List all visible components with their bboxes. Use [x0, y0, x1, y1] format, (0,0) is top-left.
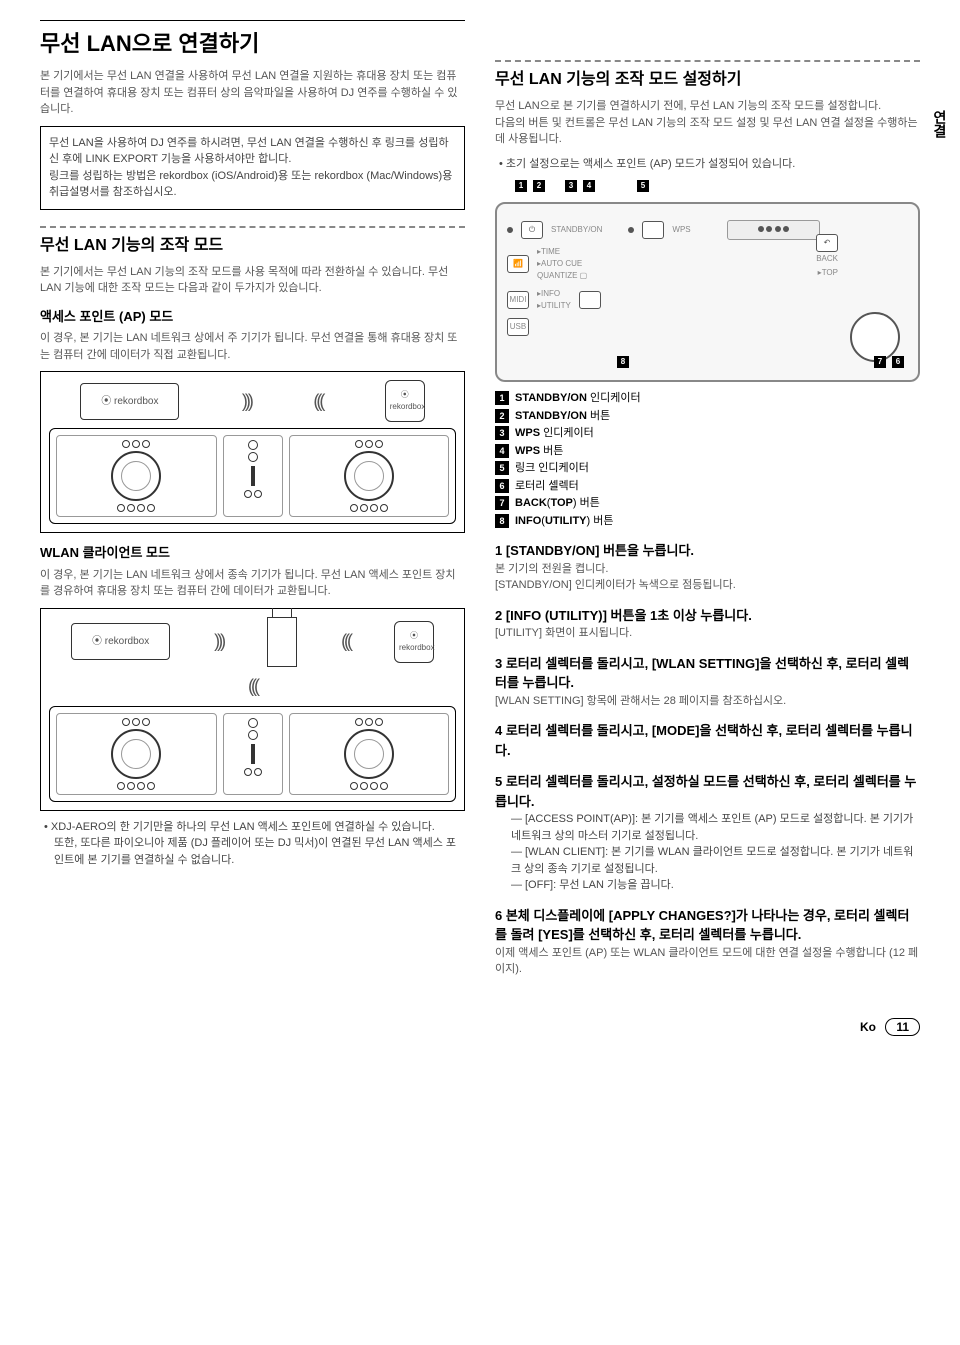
footer-page: 11 — [885, 1018, 920, 1036]
step-1-text: 본 기기의 전원을 켭니다. — [495, 561, 920, 578]
page-footer: Ko 11 — [40, 1018, 920, 1036]
step-6-title: 6 본체 디스플레이에 [APPLY CHANGES?]가 나타나는 경우, 로… — [495, 906, 920, 945]
step-4-title: 4 로터리 셀렉터를 돌리시고, [MODE]을 선택하신 후, 로터리 셀렉터… — [495, 721, 920, 760]
section-modes-text: 본 기기에서는 무선 LAN 기능의 조작 모드를 사용 목적에 따라 전환하실… — [40, 264, 465, 297]
rotary-dial-icon — [850, 312, 900, 362]
note-box: 무선 LAN을 사용하여 DJ 연주를 하시려면, 무선 LAN 연결을 수행하… — [40, 126, 465, 210]
dj-controller-illustration — [49, 428, 456, 524]
client-mode-title: WLAN 클라이언트 모드 — [40, 543, 465, 563]
client-mode-text: 이 경우, 본 기기는 LAN 네트워크 상에서 종속 기기가 됩니다. 무선 … — [40, 567, 465, 600]
side-tab: 연결 — [929, 110, 950, 138]
left-column: 무선 LAN으로 연결하기 본 기기에서는 무선 LAN 연결을 사용하여 무선… — [40, 20, 465, 978]
main-title: 무선 LAN으로 연결하기 — [40, 20, 465, 60]
section-modes-title: 무선 LAN 기능의 조작 모드 — [40, 226, 465, 258]
footer-lang: Ko — [860, 1020, 876, 1034]
phone-icon: ⦿ rekordbox — [394, 621, 434, 663]
step-5-title: 5 로터리 셀렉터를 돌리시고, 설정하실 모드를 선택하신 후, 로터리 셀렉… — [495, 772, 920, 811]
client-mode-diagram: ⦿ rekordbox ))) ((( ⦿ rekordbox ((( — [40, 608, 465, 811]
wps-button-icon — [642, 221, 664, 239]
wave-icon: ((( — [341, 628, 350, 655]
option-client: —[WLAN CLIENT]: 본 기기를 WLAN 클라이언트 모드로 설정합… — [511, 844, 920, 877]
ap-mode-title: 액세스 포인트 (AP) 모드 — [40, 307, 465, 327]
device-panel-illustration: ⏻ STANDBY/ON WPS 📶 ▸TIME▸AUTO CUEQUANTIZ… — [495, 202, 920, 382]
wave-icon: ))) — [214, 628, 223, 655]
laptop-icon: ⦿ rekordbox — [80, 383, 179, 420]
setting-intro: 무선 LAN으로 본 기기를 연결하시기 전에, 무선 LAN 기능의 조작 모… — [495, 98, 920, 148]
right-column: 무선 LAN 기능의 조작 모드 설정하기 무선 LAN으로 본 기기를 연결하… — [495, 20, 920, 978]
back-button-icon: ↶ — [816, 234, 838, 252]
wave-icon: ))) — [242, 388, 251, 415]
wave-icon: ((( — [313, 388, 322, 415]
default-note: • 초기 설정으로는 액세스 포인트 (AP) 모드가 설정되어 있습니다. — [509, 156, 920, 173]
step-1-title: 1 [STANDBY/ON] 버튼을 누릅니다. — [495, 541, 920, 561]
intro-text: 본 기기에서는 무선 LAN 연결을 사용하여 무선 LAN 연결을 지원하는 … — [40, 68, 465, 118]
callout-legend: 1STANDBY/ON STANDBY/ON 인디케이터인디케이터 2STAND… — [495, 390, 920, 529]
dj-controller-illustration — [49, 706, 456, 802]
step-3-text: [WLAN SETTING] 항목에 관해서는 28 페이지를 참조하십시오. — [495, 693, 920, 710]
phone-icon: ⦿ rekordbox — [385, 380, 425, 422]
ap-mode-text: 이 경우, 본 기기는 LAN 네트워크 상에서 주 기기가 됩니다. 무선 연… — [40, 330, 465, 363]
wave-icon: ((( — [248, 673, 257, 700]
ap-mode-diagram: ⦿ rekordbox ))) ((( ⦿ rekordbox — [40, 371, 465, 533]
laptop-icon: ⦿ rekordbox — [71, 623, 170, 660]
option-off: —[OFF]: 무선 LAN 기능을 끕니다. — [511, 877, 920, 894]
setting-title: 무선 LAN 기능의 조작 모드 설정하기 — [495, 60, 920, 92]
option-ap: —[ACCESS POINT(AP)]: 본 기기를 액세스 포인트 (AP) … — [511, 811, 920, 844]
panel-callouts-top: 12345 — [515, 180, 920, 192]
info-button-icon — [579, 291, 601, 309]
footnote-text: • XDJ-AERO의 한 기기만을 하나의 무선 LAN 액세스 포인트에 연… — [54, 819, 465, 869]
router-icon — [267, 617, 297, 667]
step-1-text-2: [STANDBY/ON] 인디케이터가 녹색으로 점등됩니다. — [495, 577, 920, 594]
step-3-title: 3 로터리 셀렉터를 돌리시고, [WLAN SETTING]을 선택하신 후,… — [495, 654, 920, 693]
midi-icon: MIDI — [507, 291, 529, 309]
usb-icon: USB — [507, 318, 529, 336]
step-2-title: 2 [INFO (UTILITY)] 버튼을 1초 이상 누릅니다. — [495, 606, 920, 626]
step-6-text: 이제 액세스 포인트 (AP) 또는 WLAN 클라이언트 모드에 대한 연결 … — [495, 945, 920, 978]
standby-button-icon: ⏻ — [521, 221, 543, 239]
wifi-icon: 📶 — [507, 255, 529, 273]
step-2-text: [UTILITY] 화면이 표시됩니다. — [495, 625, 920, 642]
